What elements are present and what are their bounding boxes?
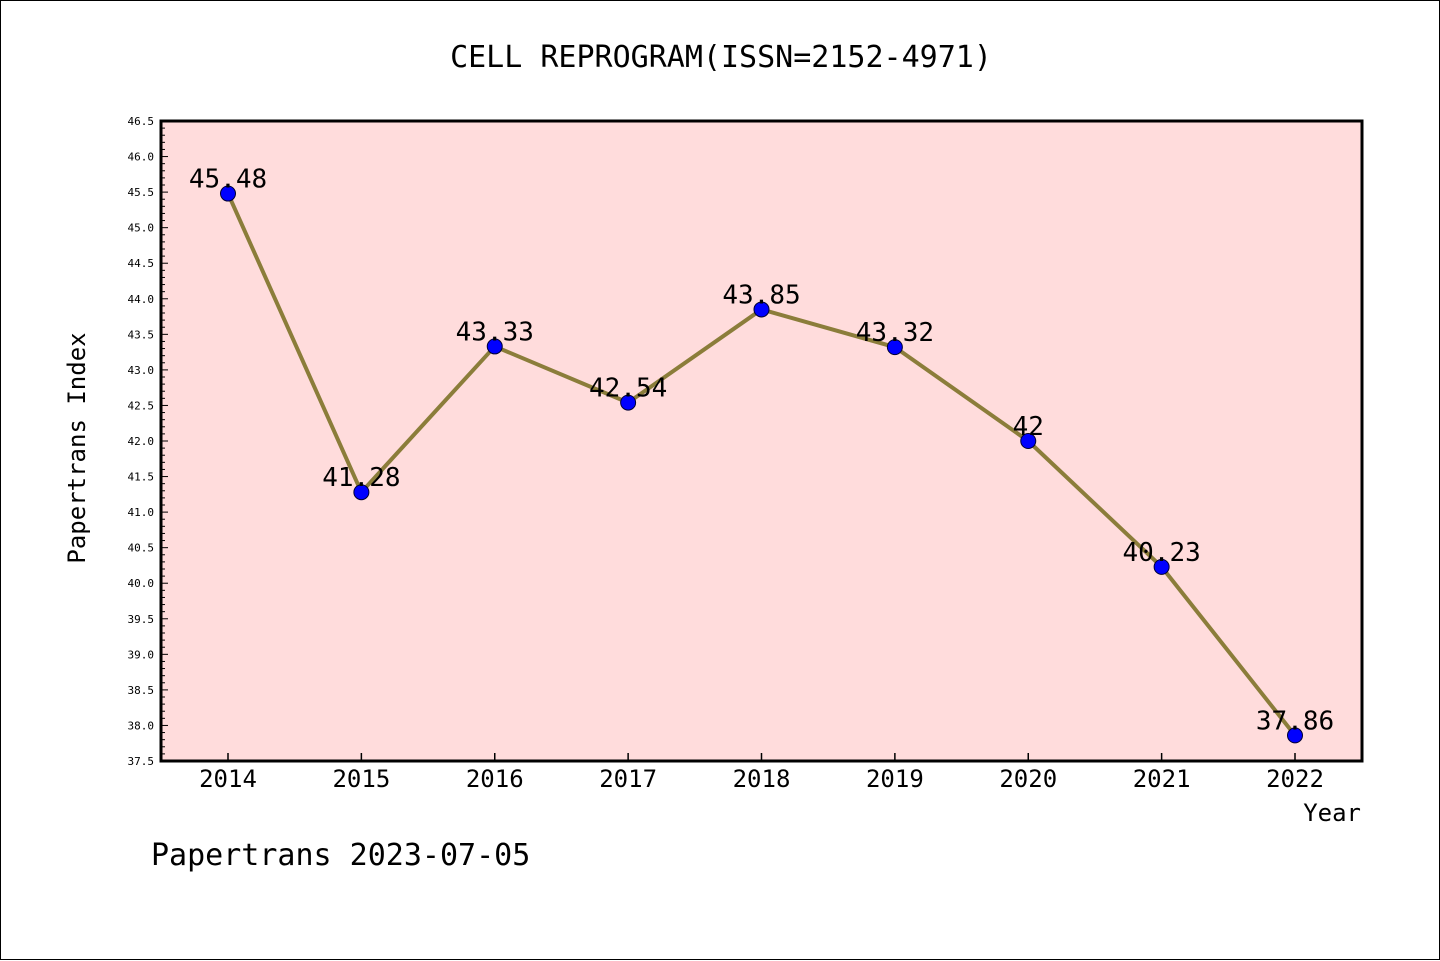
x-axis-label: Year [1303, 799, 1361, 827]
y-tick-label: 38.5 [128, 684, 155, 697]
plot-area [159, 119, 1364, 763]
y-tick-label: 46.0 [128, 151, 155, 164]
x-tick-label: 2017 [599, 765, 657, 793]
x-tick-label: 2021 [1133, 765, 1191, 793]
y-tick-label: 45.5 [128, 186, 155, 199]
data-label: 43.32 [856, 318, 934, 348]
data-point [1020, 433, 1037, 449]
x-tick-label: 2020 [999, 765, 1057, 793]
y-tick-label: 39.0 [128, 648, 155, 661]
y-tick-label: 38.0 [128, 719, 155, 732]
y-tick-label: 46.5 [128, 115, 155, 128]
data-points [220, 185, 1303, 744]
data-label: 43.33 [456, 317, 534, 347]
y-tick-label: 40.0 [128, 577, 155, 590]
data-label: 41.28 [322, 463, 400, 493]
footer-credit: Papertrans 2023-07-05 [151, 838, 530, 873]
x-tick-label: 2016 [466, 765, 524, 793]
y-tick-label: 41.5 [128, 471, 155, 484]
data-label: 42.54 [589, 374, 667, 404]
x-tick-label: 2015 [332, 765, 390, 793]
x-axis: 2014 2015 2016 2017 2018 2019 2020 2021 2022 [199, 753, 1324, 793]
y-tick-label: 40.5 [128, 542, 155, 555]
y-tick-label: 42.5 [128, 399, 155, 412]
data-label: 40.23 [1122, 538, 1200, 568]
x-tick-label: 2022 [1266, 765, 1324, 793]
data-point [353, 484, 370, 501]
data-point [220, 185, 236, 202]
x-tick-label: 2018 [733, 765, 791, 793]
y-tick-label: 44.5 [128, 257, 155, 270]
chart-title: CELL REPROGRAM(ISSN=2152-4971) [450, 40, 992, 75]
data-point [620, 394, 637, 411]
y-tick-label: 41.0 [128, 506, 155, 519]
x-tick-label: 2019 [866, 765, 924, 793]
y-tick-label: 37.5 [128, 755, 155, 768]
data-point [486, 338, 503, 355]
y-tick-label: 45.0 [128, 222, 155, 235]
data-label: 37.86 [1256, 706, 1334, 736]
y-tick-label: 43.5 [128, 328, 155, 341]
y-tick-label: 39.5 [128, 613, 155, 626]
data-label: 43.85 [722, 280, 800, 310]
data-point [886, 339, 903, 356]
y-tick-label: 42.0 [128, 435, 155, 448]
y-axis: 37.5 38.0 38.5 39.0 39.5 40.0 40.5 41.0 41.5 42.0… [128, 115, 168, 768]
data-point [1287, 727, 1303, 744]
y-axis-label: Papertrans Index [63, 332, 91, 563]
y-tick-label: 43.0 [128, 364, 155, 377]
data-point [1153, 558, 1170, 575]
x-tick-label: 2014 [199, 765, 257, 793]
data-label: 42 [1013, 412, 1044, 442]
y-tick-label: 44.0 [128, 293, 155, 306]
data-labels: 45.48 41.28 43.33 42.54 43.85 43.32 42 40.23 37.… [189, 165, 1334, 737]
data-point [753, 301, 770, 318]
data-label: 45.48 [189, 165, 267, 195]
